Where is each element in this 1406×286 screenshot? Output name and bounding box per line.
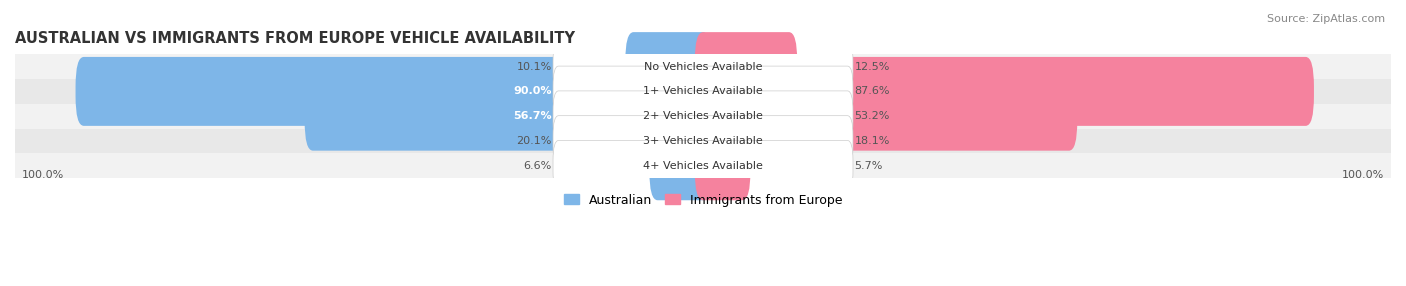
Text: 5.7%: 5.7% <box>855 161 883 171</box>
Legend: Australian, Immigrants from Europe: Australian, Immigrants from Europe <box>558 188 848 212</box>
Bar <box>15 54 1391 79</box>
FancyBboxPatch shape <box>695 32 797 101</box>
FancyBboxPatch shape <box>553 66 853 117</box>
FancyBboxPatch shape <box>76 57 711 126</box>
FancyBboxPatch shape <box>553 91 853 142</box>
Text: 6.6%: 6.6% <box>523 161 551 171</box>
Text: 3+ Vehicles Available: 3+ Vehicles Available <box>643 136 763 146</box>
Text: 12.5%: 12.5% <box>855 61 890 72</box>
FancyBboxPatch shape <box>695 57 1315 126</box>
FancyBboxPatch shape <box>695 82 1077 151</box>
Bar <box>15 129 1391 153</box>
Text: No Vehicles Available: No Vehicles Available <box>644 61 762 72</box>
Text: 56.7%: 56.7% <box>513 111 551 121</box>
FancyBboxPatch shape <box>553 41 853 92</box>
Text: 90.0%: 90.0% <box>513 86 551 96</box>
FancyBboxPatch shape <box>305 82 711 151</box>
Bar <box>15 153 1391 178</box>
FancyBboxPatch shape <box>557 106 711 175</box>
FancyBboxPatch shape <box>553 140 853 191</box>
Text: AUSTRALIAN VS IMMIGRANTS FROM EUROPE VEHICLE AVAILABILITY: AUSTRALIAN VS IMMIGRANTS FROM EUROPE VEH… <box>15 31 575 46</box>
Text: 18.1%: 18.1% <box>855 136 890 146</box>
Text: 100.0%: 100.0% <box>22 170 65 180</box>
Text: 1+ Vehicles Available: 1+ Vehicles Available <box>643 86 763 96</box>
FancyBboxPatch shape <box>626 32 711 101</box>
FancyBboxPatch shape <box>650 131 711 200</box>
Text: 100.0%: 100.0% <box>1341 170 1384 180</box>
Text: 20.1%: 20.1% <box>516 136 551 146</box>
Text: 10.1%: 10.1% <box>516 61 551 72</box>
Text: 87.6%: 87.6% <box>855 86 890 96</box>
Text: 53.2%: 53.2% <box>855 111 890 121</box>
FancyBboxPatch shape <box>553 116 853 166</box>
Text: 4+ Vehicles Available: 4+ Vehicles Available <box>643 161 763 171</box>
Bar <box>15 104 1391 129</box>
Text: 2+ Vehicles Available: 2+ Vehicles Available <box>643 111 763 121</box>
Bar <box>15 79 1391 104</box>
FancyBboxPatch shape <box>695 131 751 200</box>
Text: Source: ZipAtlas.com: Source: ZipAtlas.com <box>1267 14 1385 24</box>
FancyBboxPatch shape <box>695 106 835 175</box>
